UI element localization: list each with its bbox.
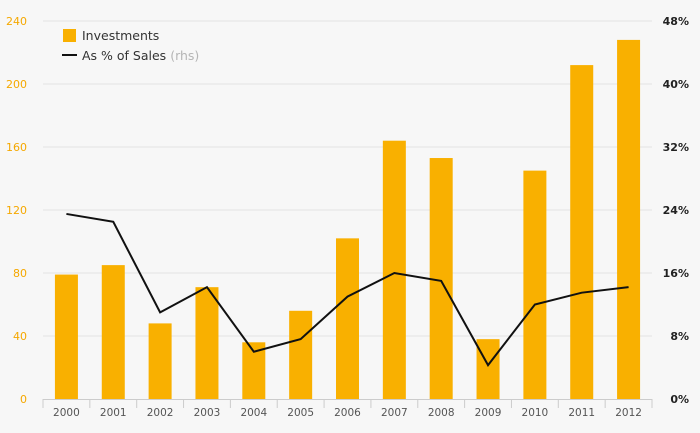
y-axis-left: 0 40 80 120 160 200 240 (6, 15, 27, 406)
y-left-tick-label: 80 (13, 267, 27, 280)
y-left-tick-label: 120 (6, 204, 27, 217)
y-left-tick-label: 0 (20, 393, 27, 406)
x-tick-label: 2008 (428, 407, 455, 419)
svg-text:As % of Sales(rhs): As % of Sales (rhs) (82, 48, 199, 63)
y-right-tick-label: 40% (663, 78, 689, 91)
x-tick-label: 2006 (334, 407, 361, 419)
legend-label-sales-percent: As % of Sales (82, 48, 166, 63)
x-tick-label: 2001 (100, 407, 127, 419)
bar-2004 (242, 342, 266, 399)
x-tick-label: 2000 (53, 407, 80, 419)
x-tick-label: 2012 (615, 407, 642, 419)
y-right-tick-label: 16% (663, 267, 689, 280)
y-axis-right: 0% 8% 16% 24% 32% 40% 48% (663, 15, 689, 406)
bar-2007 (382, 140, 406, 399)
gridlines (43, 20, 652, 337)
bar-2006 (336, 238, 359, 399)
sales-percent-line (66, 212, 629, 367)
x-tick-label: 2007 (381, 407, 408, 419)
bar-2000 (54, 274, 78, 399)
x-tick-label: 2005 (287, 407, 314, 419)
x-tick-label: 2003 (194, 407, 221, 419)
y-left-tick-label: 200 (6, 78, 27, 91)
investment-bars (54, 39, 641, 400)
y-right-tick-label: 32% (663, 141, 689, 154)
bar-2011 (570, 65, 594, 399)
x-tick-label: 2009 (475, 407, 502, 419)
x-tick-label: 2010 (522, 407, 549, 419)
x-tick-label: 2002 (147, 407, 174, 419)
bar-2010 (523, 170, 547, 399)
bar-2012 (617, 39, 641, 400)
y-left-tick-label: 40 (13, 330, 27, 343)
bar-2003 (195, 287, 219, 399)
legend-swatch-investments (63, 29, 76, 42)
y-left-tick-label: 160 (6, 141, 27, 154)
bar-2005 (289, 310, 313, 399)
y-right-tick-label: 24% (663, 204, 689, 217)
y-right-tick-label: 0% (670, 393, 689, 406)
y-right-tick-label: 8% (670, 330, 689, 343)
legend: Investments As % of Sales (rhs) (62, 28, 199, 63)
y-left-tick-label: 240 (6, 15, 27, 28)
x-tick-label: 2011 (568, 407, 595, 419)
bar-2009 (476, 339, 500, 399)
legend-label-investments: Investments (82, 28, 159, 43)
bar-2008 (429, 158, 453, 399)
bar-2002 (148, 323, 172, 399)
y-right-tick-label: 48% (663, 15, 689, 28)
x-tick-label: 2004 (240, 407, 267, 419)
legend-label-rhs: (rhs) (170, 48, 199, 63)
bar-2001 (101, 265, 125, 399)
x-axis: 2000 2001 2002 2003 2004 2005 2006 2007 2008 2009… (42, 399, 653, 419)
